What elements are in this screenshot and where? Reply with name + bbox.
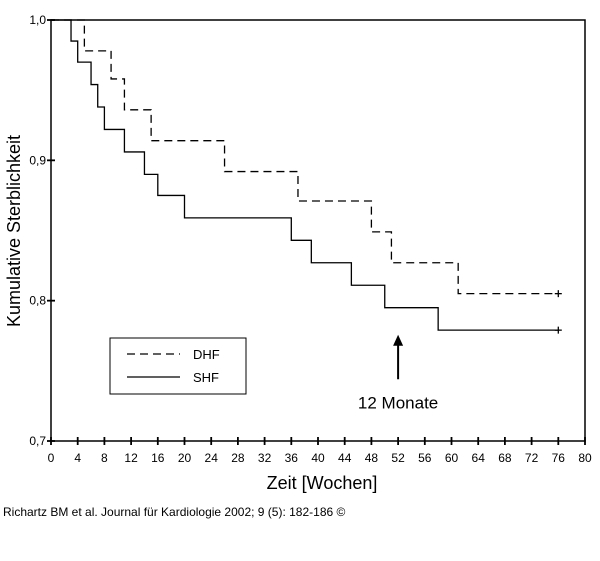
legend-box <box>109 337 247 395</box>
x-tick-label: 8 <box>101 451 108 465</box>
legend-shf-label: SHF <box>193 370 219 385</box>
annotation-12-monate: 12 Monate <box>358 393 438 412</box>
series-line-shf <box>51 19 559 331</box>
x-tick-label: 0 <box>48 451 55 465</box>
x-tick-label: 56 <box>418 451 432 465</box>
y-tick-label: 0,7 <box>29 434 46 448</box>
series-layer <box>51 19 562 334</box>
x-tick-label: 72 <box>525 451 539 465</box>
x-tick-label: 60 <box>445 451 459 465</box>
tick-labels: 0 4 8 12 16 20 24 28 32 36 40 44 48 52 56 60 64 68 72 76 800… <box>29 13 592 465</box>
x-tick-label: 44 <box>338 451 352 465</box>
chart: 0 4 8 12 16 20 24 28 32 36 40 44 48 52 56 60 64 68 72 76 800… <box>4 13 592 493</box>
x-tick-label: 28 <box>231 451 245 465</box>
y-tick-label: 0,8 <box>29 294 46 308</box>
y-tick-label: 0,9 <box>29 153 46 167</box>
y-axis-title: Kumulative Sterblichkeit <box>4 135 24 327</box>
series-line-dhf <box>51 19 559 295</box>
x-tick-label: 32 <box>258 451 272 465</box>
citation-caption: Richartz BM et al. Journal für Kardiolog… <box>3 505 346 519</box>
x-tick-label: 12 <box>124 451 138 465</box>
x-tick-label: 4 <box>74 451 81 465</box>
annotation: 12 Monate <box>358 334 438 412</box>
x-tick-label: 16 <box>151 451 165 465</box>
x-tick-label: 52 <box>391 451 405 465</box>
x-tick-label: 64 <box>472 451 486 465</box>
x-axis-title: Zeit [Wochen] <box>267 473 378 493</box>
x-tick-label: 20 <box>178 451 192 465</box>
y-tick-label: 1,0 <box>29 13 46 27</box>
x-tick-label: 40 <box>311 451 325 465</box>
x-tick-label: 68 <box>498 451 512 465</box>
x-tick-label: 80 <box>578 451 592 465</box>
legend: DHF SHF <box>109 337 247 395</box>
legend-dhf-label: DHF <box>193 347 220 362</box>
x-tick-label: 76 <box>552 451 566 465</box>
plot-frame <box>50 19 586 442</box>
x-tick-label: 24 <box>205 451 219 465</box>
x-tick-label: 48 <box>365 451 379 465</box>
x-tick-label: 36 <box>285 451 299 465</box>
annotation-arrowhead <box>393 334 404 346</box>
